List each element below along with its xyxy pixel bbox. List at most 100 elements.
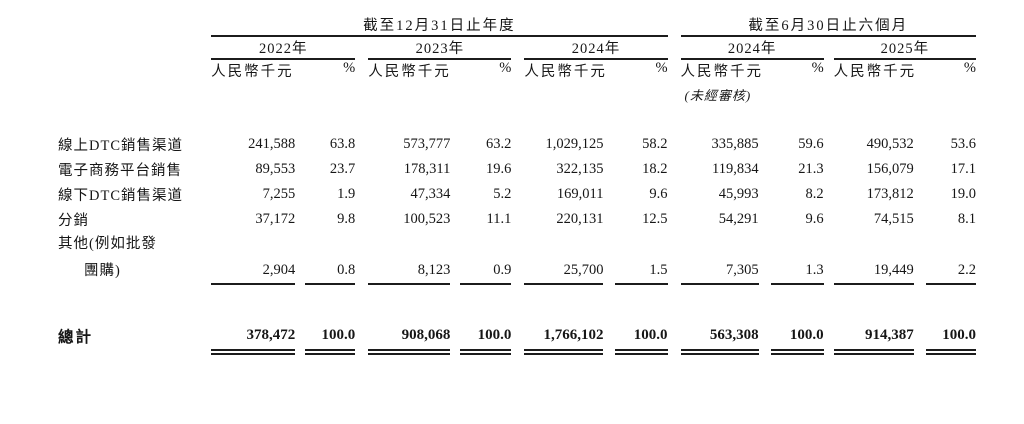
amount-cell: 54,291 xyxy=(718,211,759,227)
percent-cell: 19.6 xyxy=(486,161,512,177)
total-amount-cell: 914,387 xyxy=(833,317,914,355)
amount-cell: 7,255 xyxy=(262,186,296,202)
amount-cell: 47,334 xyxy=(410,186,451,202)
group-gap xyxy=(668,14,681,36)
percent-cell: 63.2 xyxy=(486,136,512,152)
total-label: 總計 xyxy=(58,329,94,346)
percent-cell: 8.1 xyxy=(957,211,976,227)
percent-header: % xyxy=(963,60,976,76)
amount-cell: 178,311 xyxy=(403,161,451,177)
table-row-distribution: 分銷 37,172 9.8 100,523 11.1 220,131 12.5 … xyxy=(58,207,976,232)
total-amount-cell: 378,472 xyxy=(211,317,296,355)
corner-cell xyxy=(58,14,211,36)
amount-cell: 173,812 xyxy=(866,186,914,202)
year-header-2025-interim: 2025年 xyxy=(833,36,976,60)
header-spacer-row xyxy=(58,104,976,132)
row-label: 線上DTC銷售渠道 xyxy=(58,138,183,154)
table-row-others: 其他(例如批發 團購) 2,904 0.8 8,123 0.9 25,700 1… xyxy=(58,232,976,285)
amount-cell: 119,834 xyxy=(712,161,759,177)
year-header-2024: 2024年 xyxy=(524,36,668,60)
amount-cell: 89,553 xyxy=(255,161,296,177)
period-header-row: 截至12月31日止年度 截至6月30日止六個月 xyxy=(58,14,976,37)
percent-header: % xyxy=(655,60,668,76)
percent-cell: 21.3 xyxy=(798,161,824,177)
total-percent-cell: 100.0 xyxy=(305,317,356,355)
percent-cell: 11.1 xyxy=(486,211,512,227)
percent-cell: 9.8 xyxy=(337,211,356,227)
percent-header: % xyxy=(499,60,512,76)
year-header-2024-interim: 2024年 xyxy=(680,36,824,60)
amount-cell: 8,123 xyxy=(368,232,451,285)
total-percent-cell: 100.0 xyxy=(460,317,512,355)
percent-header: % xyxy=(811,60,824,76)
percent-header: % xyxy=(343,60,356,76)
percent-cell: 1.3 xyxy=(770,232,824,285)
percent-cell: 8.2 xyxy=(805,186,824,202)
percent-cell: 9.6 xyxy=(649,186,668,202)
percent-cell: 17.1 xyxy=(950,161,976,177)
percent-cell: 0.8 xyxy=(305,232,356,285)
amount-cell: 7,305 xyxy=(680,232,759,285)
amount-unit-label: 人民幣千元 xyxy=(680,64,764,80)
year-header-row: 2022年 2023年 2024年 2024年 2025年 xyxy=(58,36,976,60)
pre-total-spacer-row xyxy=(58,284,976,317)
row-label: 其他(例如批發 團購) xyxy=(58,232,211,284)
amount-cell: 335,885 xyxy=(711,136,759,152)
year-header-2022: 2022年 xyxy=(211,36,356,60)
revenue-by-channel-table: 截至12月31日止年度 截至6月30日止六個月 2022年 2023年 2024… xyxy=(58,14,976,355)
amount-cell: 1,029,125 xyxy=(545,136,604,152)
table-row-ecommerce: 電子商務平台銷售 89,553 23.7 178,311 19.6 322,13… xyxy=(58,157,976,182)
total-amount-cell: 1,766,102 xyxy=(524,317,604,355)
percent-cell: 58.2 xyxy=(642,136,668,152)
year-header-2023: 2023年 xyxy=(368,36,512,60)
row-label: 電子商務平台銷售 xyxy=(58,163,182,179)
amount-cell: 100,523 xyxy=(403,211,451,227)
amount-cell: 156,079 xyxy=(866,161,914,177)
amount-cell: 169,011 xyxy=(556,186,604,202)
column-header-row: 人民幣千元 % 人民幣千元 % 人民幣千元 % 人民幣千元 (未經審核) % 人… xyxy=(58,59,976,104)
total-amount-cell: 908,068 xyxy=(368,317,451,355)
amount-cell: 220,131 xyxy=(556,211,604,227)
percent-cell: 9.6 xyxy=(805,211,824,227)
amount-cell: 37,172 xyxy=(255,211,296,227)
percent-cell: 18.2 xyxy=(642,161,668,177)
amount-cell: 573,777 xyxy=(403,136,451,152)
percent-cell: 5.2 xyxy=(493,186,512,202)
total-amount-cell: 563,308 xyxy=(680,317,759,355)
amount-unit-header: 人民幣千元 xyxy=(524,64,607,80)
percent-cell: 53.6 xyxy=(950,136,976,152)
percent-cell: 19.0 xyxy=(950,186,976,202)
amount-cell: 2,904 xyxy=(211,232,296,285)
amount-cell: 19,449 xyxy=(833,232,914,285)
table-row-offline-dtc: 線下DTC銷售渠道 7,255 1.9 47,334 5.2 169,011 9… xyxy=(58,182,976,207)
unaudited-note: (未經審核) xyxy=(684,88,752,103)
amount-cell: 241,588 xyxy=(248,136,296,152)
amount-unit-header: 人民幣千元 xyxy=(211,64,294,80)
period-header-annual: 截至12月31日止年度 xyxy=(211,14,668,37)
percent-cell: 63.8 xyxy=(329,136,356,152)
total-percent-cell: 100.0 xyxy=(925,317,976,355)
amount-cell: 45,993 xyxy=(718,186,759,202)
amount-unit-header-unaudited: 人民幣千元 (未經審核) xyxy=(680,59,764,104)
table-row-total: 總計 378,472 100.0 908,068 100.0 1,766,102… xyxy=(58,317,976,355)
amount-cell: 490,532 xyxy=(866,136,914,152)
total-percent-cell: 100.0 xyxy=(615,317,668,355)
row-label-line2: 團購) xyxy=(84,263,121,279)
percent-cell: 1.9 xyxy=(337,186,356,202)
amount-cell: 74,515 xyxy=(873,211,914,227)
amount-cell: 322,135 xyxy=(556,161,604,177)
percent-cell: 12.5 xyxy=(642,211,668,227)
table-row-online-dtc: 線上DTC銷售渠道 241,588 63.8 573,777 63.2 1,02… xyxy=(58,132,976,157)
row-label: 線下DTC銷售渠道 xyxy=(58,188,183,204)
amount-unit-header: 人民幣千元 xyxy=(368,64,451,80)
row-label-line1: 其他(例如批發 xyxy=(58,236,157,252)
total-percent-cell: 100.0 xyxy=(770,317,824,355)
row-label: 分銷 xyxy=(58,213,89,229)
amount-unit-header: 人民幣千元 xyxy=(833,64,917,80)
percent-cell: 1.5 xyxy=(615,232,668,285)
amount-cell: 25,700 xyxy=(524,232,604,285)
percent-cell: 2.2 xyxy=(925,232,976,285)
percent-cell: 0.9 xyxy=(460,232,512,285)
period-header-interim: 截至6月30日止六個月 xyxy=(680,14,976,37)
